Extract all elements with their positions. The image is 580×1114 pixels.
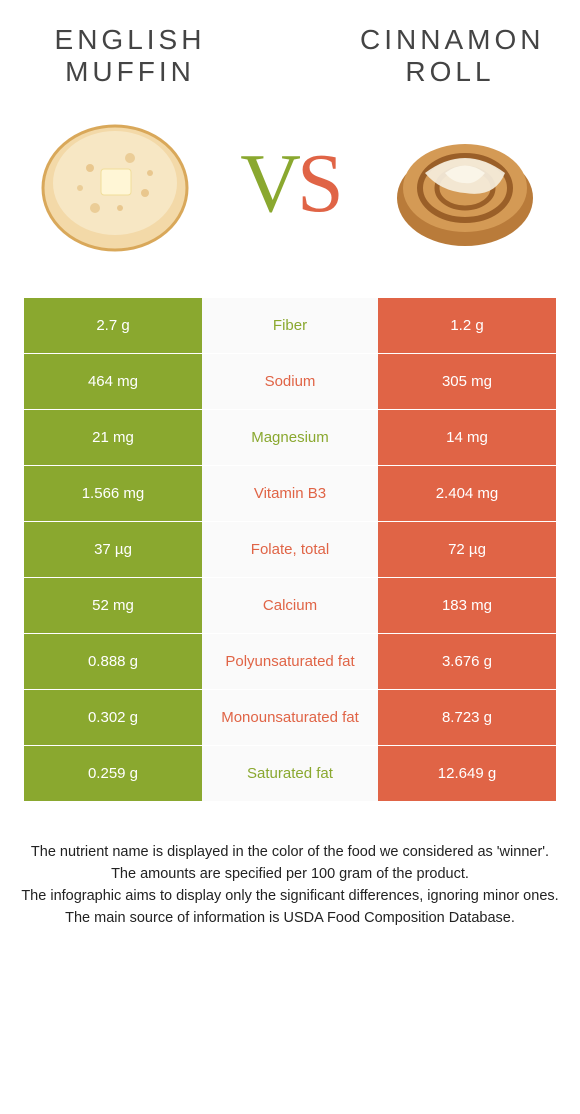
right-value: 8.723 g (378, 690, 556, 745)
nutrient-label: Calcium (202, 578, 378, 633)
footer-line-3: The infographic aims to display only the… (20, 886, 560, 908)
nutrient-label: Fiber (202, 298, 378, 353)
left-value: 0.259 g (24, 746, 202, 801)
header: English Muffin Cinnamon Roll (0, 0, 580, 98)
table-row: 21 mgMagnesium14 mg (24, 410, 556, 466)
english-muffin-icon (30, 98, 200, 268)
nutrient-label: Vitamin B3 (202, 466, 378, 521)
right-value: 72 µg (378, 522, 556, 577)
footer-line-4: The main source of information is USDA F… (20, 908, 560, 930)
table-row: 52 mgCalcium183 mg (24, 578, 556, 634)
right-value: 183 mg (378, 578, 556, 633)
table-row: 0.259 gSaturated fat12.649 g (24, 746, 556, 802)
table-row: 464 mgSodium305 mg (24, 354, 556, 410)
footer-line-1: The nutrient name is displayed in the co… (20, 842, 560, 864)
right-value: 2.404 mg (378, 466, 556, 521)
vs-row: VS (0, 98, 580, 288)
left-value: 52 mg (24, 578, 202, 633)
left-value: 464 mg (24, 354, 202, 409)
nutrient-label: Saturated fat (202, 746, 378, 801)
left-value: 0.888 g (24, 634, 202, 689)
table-row: 2.7 gFiber1.2 g (24, 298, 556, 354)
nutrient-label: Sodium (202, 354, 378, 409)
right-title: Cinnamon Roll (360, 24, 540, 88)
left-value: 37 µg (24, 522, 202, 577)
nutrient-label: Folate, total (202, 522, 378, 577)
nutrient-label: Monounsaturated fat (202, 690, 378, 745)
table-row: 0.888 gPolyunsaturated fat3.676 g (24, 634, 556, 690)
vs-s: S (297, 135, 340, 232)
right-value: 305 mg (378, 354, 556, 409)
footer-line-2: The amounts are specified per 100 gram o… (20, 864, 560, 886)
nutrient-table: 2.7 gFiber1.2 g464 mgSodium305 mg21 mgMa… (24, 298, 556, 802)
right-value: 14 mg (378, 410, 556, 465)
left-title: English Muffin (40, 24, 220, 88)
right-value: 1.2 g (378, 298, 556, 353)
table-row: 1.566 mgVitamin B32.404 mg (24, 466, 556, 522)
left-value: 1.566 mg (24, 466, 202, 521)
left-value: 2.7 g (24, 298, 202, 353)
vs-label: VS (240, 135, 339, 232)
left-value: 0.302 g (24, 690, 202, 745)
right-value: 12.649 g (378, 746, 556, 801)
right-value: 3.676 g (378, 634, 556, 689)
vs-v: V (240, 135, 297, 232)
nutrient-label: Magnesium (202, 410, 378, 465)
table-row: 37 µgFolate, total72 µg (24, 522, 556, 578)
left-value: 21 mg (24, 410, 202, 465)
nutrient-label: Polyunsaturated fat (202, 634, 378, 689)
cinnamon-roll-icon (380, 98, 550, 268)
table-row: 0.302 gMonounsaturated fat8.723 g (24, 690, 556, 746)
footer-notes: The nutrient name is displayed in the co… (0, 842, 580, 929)
